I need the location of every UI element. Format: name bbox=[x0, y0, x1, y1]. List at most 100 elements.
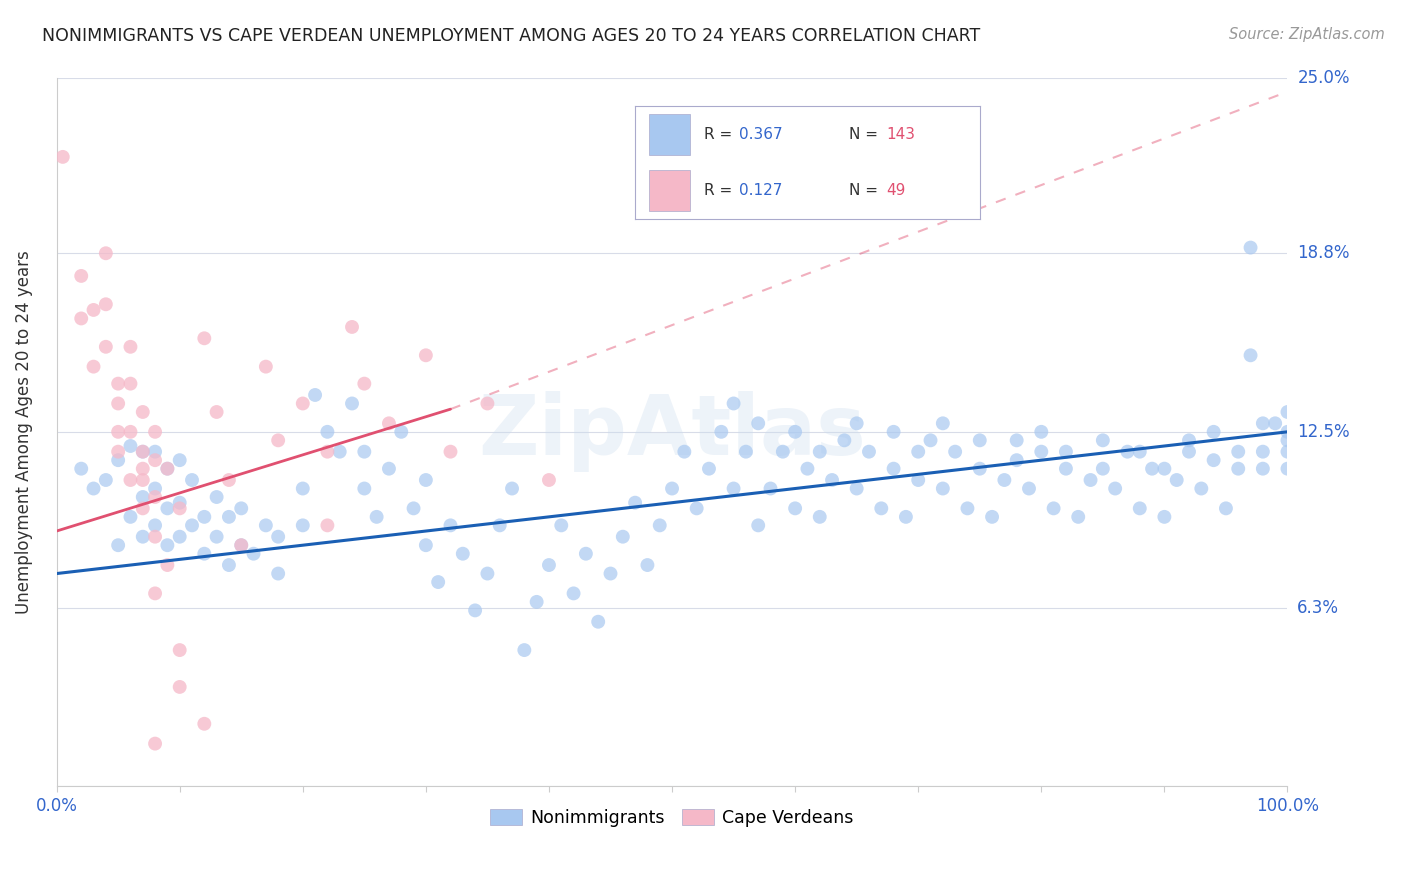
Point bbox=[156, 461, 179, 475]
Point bbox=[932, 482, 955, 496]
Point bbox=[143, 518, 166, 533]
Point bbox=[415, 538, 437, 552]
Point bbox=[132, 530, 155, 544]
Point bbox=[969, 461, 991, 475]
Text: NONIMMIGRANTS VS CAPE VERDEAN UNEMPLOYMENT AMONG AGES 20 TO 24 YEARS CORRELATION: NONIMMIGRANTS VS CAPE VERDEAN UNEMPLOYME… bbox=[42, 27, 980, 45]
Point bbox=[70, 268, 93, 283]
Point bbox=[845, 417, 868, 431]
Point bbox=[254, 359, 277, 374]
Point bbox=[845, 482, 868, 496]
Point bbox=[378, 461, 401, 475]
Text: 6.3%: 6.3% bbox=[1298, 599, 1340, 616]
Point bbox=[402, 501, 425, 516]
Point bbox=[685, 501, 707, 516]
Point bbox=[353, 376, 375, 391]
Point bbox=[181, 518, 204, 533]
Point bbox=[673, 444, 696, 458]
Point bbox=[1277, 405, 1299, 419]
Point bbox=[1227, 461, 1250, 475]
Point bbox=[1129, 501, 1152, 516]
Point bbox=[1215, 501, 1237, 516]
Point bbox=[169, 453, 191, 467]
Point bbox=[181, 473, 204, 487]
Point bbox=[267, 566, 290, 581]
Point bbox=[772, 444, 794, 458]
Point bbox=[132, 444, 155, 458]
Point bbox=[1091, 434, 1114, 448]
Point bbox=[550, 518, 572, 533]
Point bbox=[52, 150, 75, 164]
Point bbox=[120, 340, 142, 354]
Point bbox=[599, 566, 621, 581]
Point bbox=[70, 311, 93, 326]
Point bbox=[427, 575, 450, 590]
Point bbox=[218, 558, 240, 572]
Point bbox=[575, 547, 598, 561]
Point bbox=[1140, 461, 1163, 475]
Point bbox=[143, 453, 166, 467]
Text: 18.8%: 18.8% bbox=[1298, 244, 1350, 262]
Point bbox=[464, 603, 486, 617]
Point bbox=[169, 680, 191, 694]
Point bbox=[231, 538, 253, 552]
Point bbox=[83, 482, 105, 496]
Point bbox=[747, 417, 769, 431]
Point bbox=[735, 444, 758, 458]
Point bbox=[107, 538, 129, 552]
Point bbox=[316, 444, 339, 458]
Point bbox=[648, 518, 671, 533]
Point bbox=[193, 547, 215, 561]
Point bbox=[70, 461, 93, 475]
Point bbox=[710, 425, 733, 439]
Point bbox=[94, 246, 117, 260]
Point bbox=[501, 482, 523, 496]
Point bbox=[870, 501, 893, 516]
Point bbox=[242, 547, 264, 561]
Point bbox=[193, 716, 215, 731]
Point bbox=[143, 737, 166, 751]
Legend: Nonimmigrants, Cape Verdeans: Nonimmigrants, Cape Verdeans bbox=[484, 802, 860, 834]
Text: Source: ZipAtlas.com: Source: ZipAtlas.com bbox=[1229, 27, 1385, 42]
Point bbox=[883, 425, 905, 439]
Point bbox=[1031, 425, 1053, 439]
Point bbox=[586, 615, 609, 629]
Point bbox=[378, 417, 401, 431]
Point bbox=[1166, 473, 1188, 487]
Point bbox=[340, 396, 363, 410]
Point bbox=[1129, 444, 1152, 458]
Text: 12.5%: 12.5% bbox=[1298, 423, 1350, 441]
Point bbox=[1091, 461, 1114, 475]
Point bbox=[1189, 482, 1212, 496]
Point bbox=[132, 444, 155, 458]
Point bbox=[1239, 348, 1261, 362]
Point bbox=[156, 501, 179, 516]
Point bbox=[513, 643, 536, 657]
Point bbox=[132, 501, 155, 516]
Point bbox=[624, 496, 647, 510]
Point bbox=[1031, 444, 1053, 458]
Point bbox=[267, 530, 290, 544]
Point bbox=[1178, 434, 1201, 448]
Point bbox=[451, 547, 474, 561]
Point bbox=[1277, 434, 1299, 448]
Point bbox=[943, 444, 966, 458]
Y-axis label: Unemployment Among Ages 20 to 24 years: Unemployment Among Ages 20 to 24 years bbox=[15, 250, 32, 614]
Point bbox=[120, 509, 142, 524]
Point bbox=[439, 444, 461, 458]
Point bbox=[120, 473, 142, 487]
Point bbox=[1054, 461, 1077, 475]
Point bbox=[1153, 461, 1175, 475]
Point bbox=[83, 359, 105, 374]
Point bbox=[291, 482, 314, 496]
Point bbox=[1054, 444, 1077, 458]
Point bbox=[156, 461, 179, 475]
Point bbox=[329, 444, 352, 458]
Point bbox=[920, 434, 942, 448]
Point bbox=[1018, 482, 1040, 496]
Point bbox=[156, 558, 179, 572]
Point bbox=[883, 461, 905, 475]
Point bbox=[1104, 482, 1126, 496]
Point bbox=[218, 473, 240, 487]
Point bbox=[894, 509, 917, 524]
Point bbox=[415, 473, 437, 487]
